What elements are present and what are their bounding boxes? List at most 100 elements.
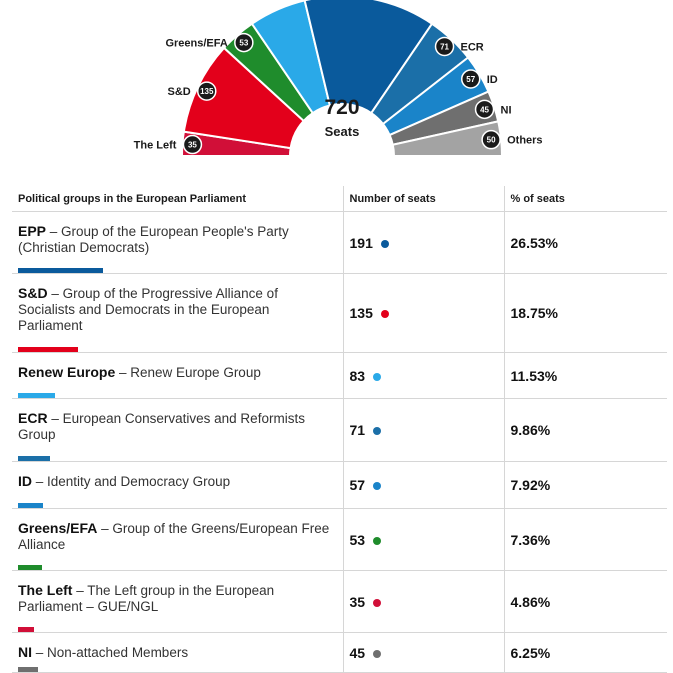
seat-badge-value: 53 [239, 39, 248, 48]
percent-value: 11.53% [510, 367, 558, 384]
group-color-dot [373, 598, 382, 607]
percent-cell: 11.53% [503, 352, 667, 399]
hemicycle-chart: 35 The Left 135 S&D 53 Greens/EFA 71 ECR 57 ID 45 N… [134, 0, 543, 157]
group-cell: Renew Europe – Renew Europe Group [12, 352, 343, 399]
group-color-dot [373, 649, 382, 658]
percent-value: 7.92% [510, 477, 551, 493]
percent-value: 18.75% [510, 305, 558, 321]
seats-value: 53 [349, 531, 366, 548]
table-header-row: Political groups in the European Parliam… [12, 186, 667, 212]
percent-cell: 4.86% [503, 570, 667, 633]
group-abbr: NI [18, 644, 32, 660]
seats-value: 83 [349, 367, 366, 384]
group-color-dot [373, 372, 382, 381]
table-body: EPP – Group of the European People's Par… [12, 211, 667, 673]
group-description: – Renew Europe Group [115, 365, 261, 380]
group-abbr: The Left [18, 582, 73, 598]
group-color-dot [373, 427, 382, 435]
header-percent: % of seats [503, 186, 667, 212]
table-row: Renew Europe – Renew Europe Group 83 11.53… [12, 352, 667, 399]
group-label: S&D [168, 86, 191, 98]
table-row: ID – Identity and Democracy Group 57 7.92% [12, 461, 667, 509]
seats-cell: 57 [342, 461, 504, 509]
group-cell: The Left – The Left group in the Europea… [12, 570, 343, 633]
group-cell: Greens/EFA – Group of the Greens/Europea… [12, 508, 343, 571]
table-row: Greens/EFA – Group of the Greens/Europea… [12, 508, 667, 571]
group-abbr: Greens/EFA [18, 520, 98, 536]
percent-cell: 18.75% [503, 273, 667, 353]
group-description: – European Conservatives and Reformists … [18, 411, 305, 442]
group-share-bar [18, 627, 34, 632]
table-row: NI – Non-attached Members 45 6.25% [12, 632, 667, 673]
group-share-bar [18, 393, 55, 398]
seat-badge-value: 50 [487, 136, 496, 145]
group-description: – Non-attached Members [32, 645, 189, 660]
total-seats-label: Seats [325, 124, 360, 139]
group-label: Greens/EFA [165, 38, 227, 50]
group-label: NI [501, 104, 512, 116]
total-seats-number: 720 [324, 96, 359, 119]
seat-badge-value: 71 [440, 43, 449, 52]
segment-epp [303, 0, 434, 115]
group-label: ECR [461, 42, 484, 54]
group-abbr: S&D [18, 285, 48, 301]
group-description: – Group of the Progressive Alliance of S… [18, 286, 278, 333]
percent-cell: 7.92% [503, 461, 667, 509]
percent-cell: 7.36% [503, 508, 667, 571]
group-description: – Group of the Greens/European Free Alli… [18, 521, 330, 552]
seats-cell: 83 [342, 352, 504, 399]
seat-badge [234, 32, 254, 53]
seats-value: 35 [349, 593, 366, 610]
seats-cell: 71 [342, 398, 504, 462]
seat-badge-value: 135 [200, 87, 214, 96]
seats-value: 57 [349, 477, 366, 493]
seat-badge-value: 35 [188, 141, 197, 150]
group-cell: EPP – Group of the European People's Par… [12, 211, 343, 274]
group-share-bar [18, 667, 38, 672]
seat-badge [474, 99, 495, 120]
seats-value: 71 [349, 422, 366, 438]
seat-badge [460, 69, 481, 89]
percent-value: 6.25% [510, 644, 551, 661]
segment-others [391, 120, 504, 157]
group-share-bar [18, 347, 78, 352]
seat-badge [197, 81, 217, 101]
seats-value: 45 [349, 644, 366, 661]
group-description: – The Left group in the European Parliam… [18, 583, 275, 614]
percent-value: 7.36% [510, 531, 551, 548]
seat-badge-value: 45 [480, 105, 489, 114]
group-abbr: ECR [18, 410, 48, 426]
table-row: The Left – The Left group in the Europea… [12, 570, 667, 633]
group-label: Others [507, 135, 542, 147]
seats-cell: 45 [342, 632, 504, 673]
group-share-bar [18, 456, 50, 461]
seats-cell: 135 [342, 273, 504, 353]
header-group: Political groups in the European Parliam… [12, 186, 343, 212]
table-row: S&D – Group of the Progressive Alliance … [12, 273, 667, 353]
group-description: – Group of the European People's Party (… [18, 224, 289, 255]
seats-value: 191 [349, 234, 373, 251]
group-abbr: ID [18, 473, 32, 489]
seats-cell: 191 [342, 211, 504, 274]
percent-cell: 6.25% [503, 632, 667, 673]
group-share-bar [18, 268, 103, 273]
group-cell: ID – Identity and Democracy Group [12, 461, 343, 509]
table-row: ECR – European Conservatives and Reformi… [12, 398, 667, 462]
seat-badge [182, 134, 203, 155]
seats-cell: 53 [342, 508, 504, 571]
group-color-dot [373, 536, 382, 545]
group-label: The Left [134, 140, 177, 152]
seat-badge-value: 57 [466, 75, 475, 84]
group-cell: ECR – European Conservatives and Reformi… [12, 398, 343, 462]
group-color-dot [373, 482, 382, 490]
group-label: ID [487, 74, 498, 86]
header-seats: Number of seats [342, 186, 504, 212]
group-cell: S&D – Group of the Progressive Alliance … [12, 273, 343, 353]
group-description: – Identity and Democracy Group [32, 474, 231, 489]
group-cell: NI – Non-attached Members [12, 632, 343, 673]
percent-value: 26.53% [510, 234, 558, 251]
percent-value: 4.86% [510, 593, 551, 610]
table-row: EPP – Group of the European People's Par… [12, 211, 667, 274]
group-share-bar [18, 503, 43, 508]
groups-table: Political groups in the European Parliam… [12, 186, 667, 673]
